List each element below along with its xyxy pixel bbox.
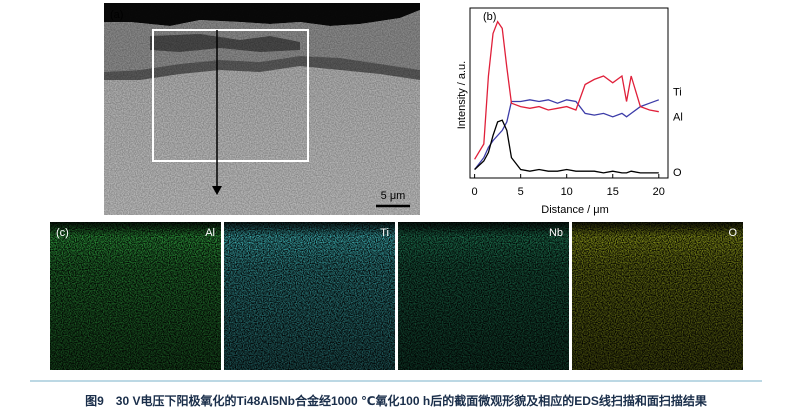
panel-label: (b): [483, 11, 496, 23]
scale-bar-label: 5 μm: [381, 190, 406, 202]
panel-label: (a): [110, 9, 123, 21]
plot-frame: [469, 7, 669, 179]
y-axis-label: Intensity / a.u.: [456, 61, 468, 129]
x-tick-label: 20: [653, 186, 665, 198]
data-line: [474, 20, 659, 160]
map-noise: [50, 222, 221, 370]
element-label: O: [728, 227, 737, 239]
x-axis-label: Distance / μm: [541, 204, 608, 216]
element-label: Ti: [380, 227, 389, 239]
x-tick-label: 10: [561, 186, 573, 198]
x-tick-label: 15: [607, 186, 619, 198]
eds-map: [398, 222, 569, 370]
caption: 图9 30 V电压下阳极氧化的Ti48Al5Nb合金经1000 ℃氧化100 h…: [85, 393, 707, 408]
eds-map: [572, 222, 743, 370]
map-noise: [398, 222, 569, 370]
eds-map: [224, 222, 395, 370]
panel-label: (c): [56, 227, 69, 239]
x-tick-label: 5: [518, 186, 524, 198]
eds-map: [50, 222, 221, 370]
x-tick-label: 0: [472, 186, 478, 198]
series-label: Ti: [673, 87, 682, 99]
data-line: [474, 119, 659, 174]
sem-image: [104, 3, 420, 215]
element-label: Al: [205, 227, 215, 239]
series-label: Al: [673, 112, 683, 124]
map-noise: [224, 222, 395, 370]
map-noise: [572, 222, 743, 370]
element-label: Nb: [549, 227, 563, 239]
series-label: O: [673, 167, 682, 179]
data-line: [474, 99, 660, 170]
